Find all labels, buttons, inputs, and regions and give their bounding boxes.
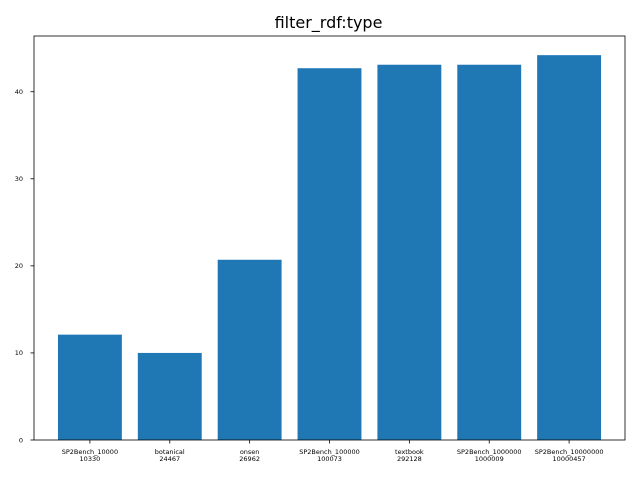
bar-4 xyxy=(377,64,442,440)
x-tick-label-5-1: 1000009 xyxy=(475,455,504,463)
x-tick-label-1-0: botanical xyxy=(155,448,185,456)
y-tick-label-4: 40 xyxy=(15,88,23,96)
x-tick-label-3-1: 100073 xyxy=(317,455,342,463)
bar-5 xyxy=(457,64,522,440)
x-tick-label-6-1: 10000457 xyxy=(553,455,586,463)
x-tick-label-0-1: 10330 xyxy=(80,455,101,463)
x-tick-label-2-0: onsen xyxy=(240,448,260,456)
bar-3 xyxy=(297,68,362,440)
bar-2 xyxy=(217,259,282,440)
y-tick-label-3: 30 xyxy=(15,175,23,183)
x-tick-label-4-0: textbook xyxy=(395,448,424,456)
x-tick-label-0-0: SP2Bench_10000 xyxy=(62,448,118,456)
y-tick-label-1: 10 xyxy=(15,349,23,357)
x-tick-label-5-0: SP2Bench_1000000 xyxy=(457,448,522,456)
x-tick-label-1-1: 24467 xyxy=(159,455,180,463)
plot-frame xyxy=(33,35,626,441)
x-tick-label-3-0: SP2Bench_100000 xyxy=(299,448,360,456)
x-tick-label-6-0: SP2Bench_10000000 xyxy=(535,448,604,456)
chart-title: filter_rdf:type xyxy=(275,13,383,33)
y-axis: 0 10 20 30 40 xyxy=(15,88,34,444)
x-tick-label-2-1: 26962 xyxy=(239,455,260,463)
bar-6 xyxy=(537,55,602,440)
x-tick-label-4-1: 292128 xyxy=(397,455,422,463)
bar-0 xyxy=(57,334,122,440)
bars-group xyxy=(57,55,602,440)
bar-1 xyxy=(137,352,202,440)
y-tick-label-0: 0 xyxy=(19,436,23,444)
y-tick-label-2: 20 xyxy=(15,262,23,270)
